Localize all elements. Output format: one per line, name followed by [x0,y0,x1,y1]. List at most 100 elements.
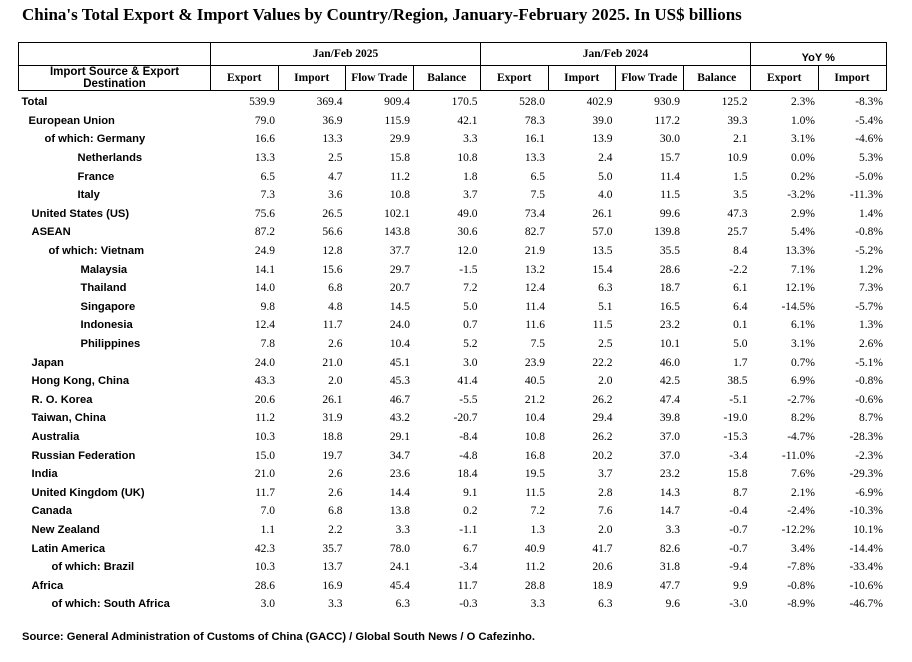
value-cell: 402.9 [586,96,613,109]
value-cell: 13.8 [389,505,410,518]
value-cell: -20.7 [453,412,478,425]
value-cell: 10.1 [659,338,680,351]
value-cell: 82.7 [524,226,545,239]
value-cell: -6.9% [855,486,883,499]
value-cell: 23.9 [524,356,545,369]
value-cell: 29.4 [592,412,613,425]
value-cell: -0.8% [787,579,815,592]
row-label: Thailand [80,282,127,295]
value-cell: 1.0% [791,114,815,127]
value-cell: 11.4 [525,300,545,313]
value-cell: 11.5 [525,486,545,499]
value-cell: 24.0 [254,356,275,369]
value-cell: 26.1 [322,393,343,406]
table-row: Latin America 42.3 35.7 78.0 6.7 40.9 41.7 82.6… [19,539,887,558]
value-cell: 143.8 [384,226,410,239]
value-cell: 6.9% [791,375,815,388]
value-cell: 45.4 [389,579,410,592]
value-cell: 10.9 [727,152,748,165]
value-cell: 10.3 [254,430,275,443]
trade-table: Jan/Feb 2025 Jan/Feb 2024 YoY % Import S… [18,42,887,614]
value-cell: -14.4% [849,542,883,555]
row-label: New Zealand [31,523,100,536]
value-cell: 7.8 [260,338,275,351]
value-cell: 6.3 [395,598,410,611]
value-cell: 41.4 [457,375,478,388]
value-cell: 7.2 [463,282,478,295]
value-cell: -8.4 [459,430,478,443]
value-cell: 0.1 [733,319,748,332]
column-header-flow-2025: Flow Trade [345,65,414,91]
value-cell: -5.1% [855,356,883,369]
table-row: United States (US) 75.6 26.5 102.1 49.0 73.4 2… [19,205,887,224]
row-label: Philippines [80,338,141,351]
value-cell: 87.2 [254,226,275,239]
value-cell: 14.0 [254,282,275,295]
value-cell: -4.6% [855,133,883,146]
value-cell: 29.9 [389,133,410,146]
value-cell: 1.4% [859,207,883,220]
row-label: of which: Brazil [51,561,135,574]
table-row: European Union 79.0 36.9 115.9 42.1 78.3 39.0 1… [19,112,887,131]
header-blank-cell [18,42,211,66]
group-header-2024: Jan/Feb 2024 [480,42,751,66]
row-label: European Union [28,114,115,127]
row-label: of which: Germany [44,133,146,146]
value-cell: 73.4 [524,207,545,220]
value-cell: 31.8 [659,561,680,574]
row-label: Malaysia [80,263,128,276]
value-cell: 35.5 [659,245,680,258]
value-cell: 21.0 [322,356,343,369]
row-label: Singapore [80,300,136,313]
value-cell: 528.0 [519,96,545,109]
value-cell: 1.3% [859,319,883,332]
column-header-export-2024: Export [480,65,549,91]
value-cell: 13.2 [524,263,545,276]
table-row: Total 539.9 369.4 909.4 170.5 528.0 402.9 930.9… [19,91,887,112]
value-cell: 3.3 [328,598,343,611]
value-cell: 78.3 [524,114,545,127]
value-cell: 2.9% [791,207,815,220]
value-cell: 3.4% [791,542,815,555]
value-cell: 10.3 [254,561,275,574]
value-cell: 26.5 [322,207,343,220]
value-cell: 24.0 [389,319,410,332]
value-cell: -11.3% [849,189,883,202]
value-cell: 7.6 [598,505,613,518]
value-cell: 6.8 [328,282,343,295]
value-cell: 18.8 [322,430,343,443]
value-cell: 1.8 [463,170,478,183]
value-cell: 10.4 [524,412,545,425]
value-cell: 3.3 [665,523,680,536]
value-cell: 21.9 [524,245,545,258]
row-label: Africa [31,579,64,592]
value-cell: 2.3% [791,96,815,109]
row-label: of which: Vietnam [48,245,145,258]
value-cell: 7.5 [530,338,545,351]
value-cell: -3.2% [787,189,815,202]
value-cell: 47.3 [727,207,748,220]
table-row: Australia 10.3 18.8 29.1 -8.4 10.8 26.2 37.0 -15… [19,428,887,447]
table-row: Thailand 14.0 6.8 20.7 7.2 12.4 6.3 18.7 6.1 12.1… [19,279,887,298]
row-label: Canada [31,505,72,518]
value-cell: 79.0 [254,114,275,127]
value-cell: 13.5 [592,245,613,258]
value-cell: 2.5 [598,338,613,351]
value-cell: 29.7 [389,263,410,276]
value-cell: 1.5 [733,170,748,183]
value-cell: 2.5 [328,152,343,165]
value-cell: -4.7% [787,430,815,443]
value-cell: 2.4 [598,152,613,165]
value-cell: 5.0 [733,338,748,351]
value-cell: -9.4 [729,561,748,574]
value-cell: 30.0 [659,133,680,146]
table-row: New Zealand 1.1 2.2 3.3 -1.1 1.3 2.0 3.3 -0.7 -12… [19,521,887,540]
value-cell: 7.3 [260,189,275,202]
value-cell: 0.7% [791,356,815,369]
column-header-export-yoy: Export [750,65,819,91]
value-cell: 22.2 [592,356,613,369]
value-cell: 2.2 [328,523,343,536]
value-cell: 26.1 [592,207,613,220]
value-cell: 4.8 [328,300,343,313]
value-cell: 14.1 [254,263,275,276]
